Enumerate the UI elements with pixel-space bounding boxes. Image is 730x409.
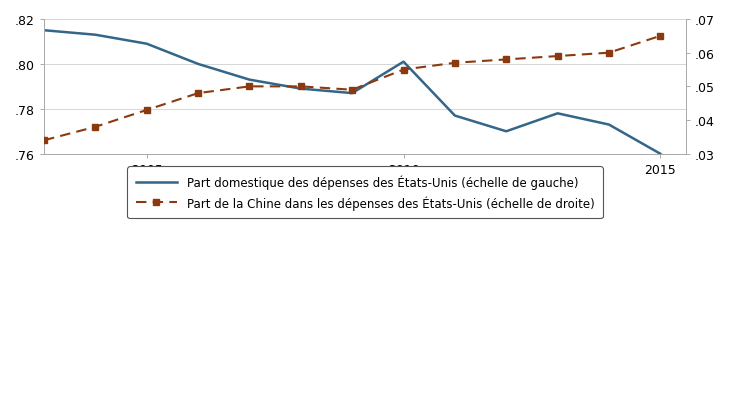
- X-axis label: Année: Année: [343, 182, 387, 196]
- Legend: Part domestique des dépenses des États-Unis (échelle de gauche), Part de la Chin: Part domestique des dépenses des États-U…: [128, 167, 602, 218]
